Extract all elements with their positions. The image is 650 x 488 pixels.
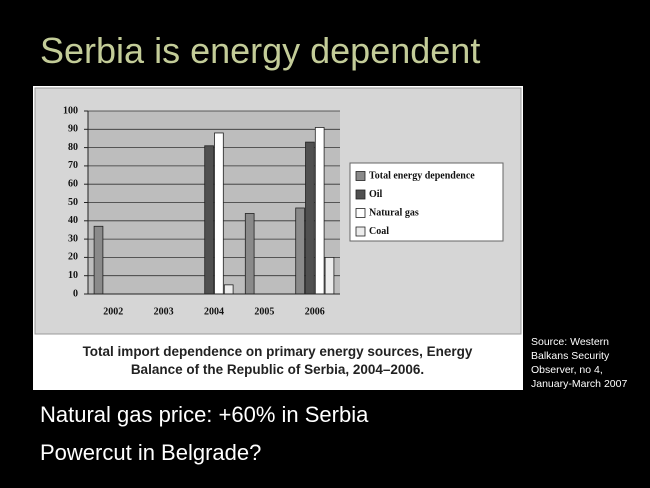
y-tick-label: 90 [68, 124, 78, 135]
x-tick-label: 2003 [154, 306, 174, 317]
legend-swatch [355, 208, 366, 218]
bar [305, 141, 315, 295]
y-tick-label: 100 [63, 105, 78, 116]
x-tick-label: 2002 [103, 306, 123, 317]
source-line: Observer, no 4, [531, 364, 603, 376]
legend-label: Coal [369, 226, 389, 237]
bar [214, 132, 224, 295]
x-tick-label: 2005 [254, 306, 274, 317]
slide-title: Serbia is energy dependent [40, 30, 481, 71]
y-tick-label: 60 [68, 178, 78, 189]
legend-box [349, 162, 504, 242]
legend-label: Natural gas [369, 207, 419, 218]
y-tick-label: 50 [68, 197, 78, 208]
y-tick-label: 10 [68, 270, 78, 281]
bar [223, 284, 234, 295]
y-tick-label: 20 [68, 252, 78, 263]
legend-label: Oil [369, 189, 383, 200]
y-tick-label: 0 [73, 288, 78, 299]
legend-label: Total energy dependence [369, 170, 475, 181]
chart-caption: Total import dependence on primary energ… [82, 344, 473, 377]
y-tick-label: 70 [68, 160, 78, 171]
bar [93, 225, 104, 295]
bar [324, 256, 335, 295]
bar [244, 213, 255, 295]
source: Source: Western Balkans Security Observe… [531, 335, 627, 391]
bullet: Natural gas price: +60% in Serbia [40, 402, 369, 427]
y-tick-label: 80 [68, 142, 78, 153]
source-line: January-March 2007 [531, 378, 628, 390]
legend-swatch [355, 226, 366, 237]
legend-swatch [355, 189, 366, 200]
legend-swatch [355, 171, 366, 181]
bar [295, 207, 305, 295]
bar [204, 145, 214, 295]
source-line: Source: Western [531, 336, 610, 348]
x-tick-label: 2006 [305, 306, 325, 317]
x-tick-label: 2004 [204, 306, 224, 317]
source-line: Balkans Security [531, 350, 610, 362]
bar [314, 127, 325, 295]
y-tick-label: 40 [68, 215, 78, 226]
bullet: Powercut in Belgrade? [40, 440, 262, 465]
y-tick-label: 30 [68, 233, 78, 244]
